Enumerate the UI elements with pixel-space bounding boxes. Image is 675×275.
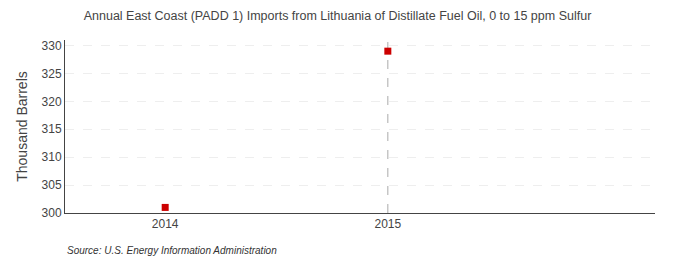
svg-text:2014: 2014 <box>152 217 179 231</box>
svg-text:330: 330 <box>42 39 62 53</box>
svg-text:305: 305 <box>42 178 62 192</box>
svg-text:Annual East Coast (PADD 1) Imp: Annual East Coast (PADD 1) Imports from … <box>84 9 592 23</box>
svg-text:315: 315 <box>42 122 62 136</box>
svg-text:2015: 2015 <box>374 217 401 231</box>
svg-text:325: 325 <box>42 67 62 81</box>
svg-text:Source: U.S. Energy Informatio: Source: U.S. Energy Information Administ… <box>67 245 277 256</box>
svg-text:310: 310 <box>42 150 62 164</box>
svg-text:Thousand Barrels: Thousand Barrels <box>14 71 30 182</box>
svg-text:300: 300 <box>42 206 62 220</box>
svg-text:320: 320 <box>42 95 62 109</box>
